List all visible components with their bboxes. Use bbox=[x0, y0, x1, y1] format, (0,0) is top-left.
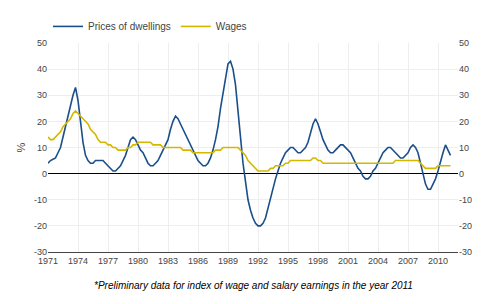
svg-text:0: 0 bbox=[42, 169, 47, 179]
svg-text:1974: 1974 bbox=[68, 256, 88, 266]
svg-text:2010: 2010 bbox=[428, 256, 448, 266]
svg-text:Prices of dwellings: Prices of dwellings bbox=[88, 21, 171, 32]
svg-text:-20: -20 bbox=[459, 221, 472, 231]
svg-text:40: 40 bbox=[37, 64, 47, 74]
svg-text:2007: 2007 bbox=[398, 256, 418, 266]
svg-text:30: 30 bbox=[37, 90, 47, 100]
svg-text:10: 10 bbox=[459, 143, 469, 153]
svg-text:1983: 1983 bbox=[158, 256, 178, 266]
svg-text:40: 40 bbox=[459, 64, 469, 74]
svg-text:2004: 2004 bbox=[368, 256, 388, 266]
svg-text:1986: 1986 bbox=[188, 256, 208, 266]
svg-text:1989: 1989 bbox=[218, 256, 238, 266]
svg-text:1971: 1971 bbox=[38, 256, 58, 266]
svg-text:10: 10 bbox=[37, 143, 47, 153]
svg-text:1995: 1995 bbox=[278, 256, 298, 266]
svg-text:2001: 2001 bbox=[338, 256, 358, 266]
svg-text:Wages: Wages bbox=[216, 21, 247, 32]
svg-text:50: 50 bbox=[37, 38, 47, 48]
svg-text:1998: 1998 bbox=[308, 256, 328, 266]
svg-text:30: 30 bbox=[459, 90, 469, 100]
svg-text:1992: 1992 bbox=[248, 256, 268, 266]
svg-text:50: 50 bbox=[459, 38, 469, 48]
svg-text:-30: -30 bbox=[34, 247, 47, 257]
svg-text:-10: -10 bbox=[459, 195, 472, 205]
svg-text:-30: -30 bbox=[459, 247, 472, 257]
svg-text:0: 0 bbox=[459, 169, 464, 179]
svg-text:20: 20 bbox=[459, 117, 469, 127]
svg-text:-20: -20 bbox=[34, 221, 47, 231]
svg-text:*Preliminary data for index of: *Preliminary data for index of wage and … bbox=[94, 280, 413, 291]
svg-text:%: % bbox=[15, 142, 27, 152]
svg-text:1977: 1977 bbox=[98, 256, 118, 266]
svg-text:-10: -10 bbox=[34, 195, 47, 205]
svg-text:20: 20 bbox=[37, 117, 47, 127]
svg-text:1980: 1980 bbox=[128, 256, 148, 266]
